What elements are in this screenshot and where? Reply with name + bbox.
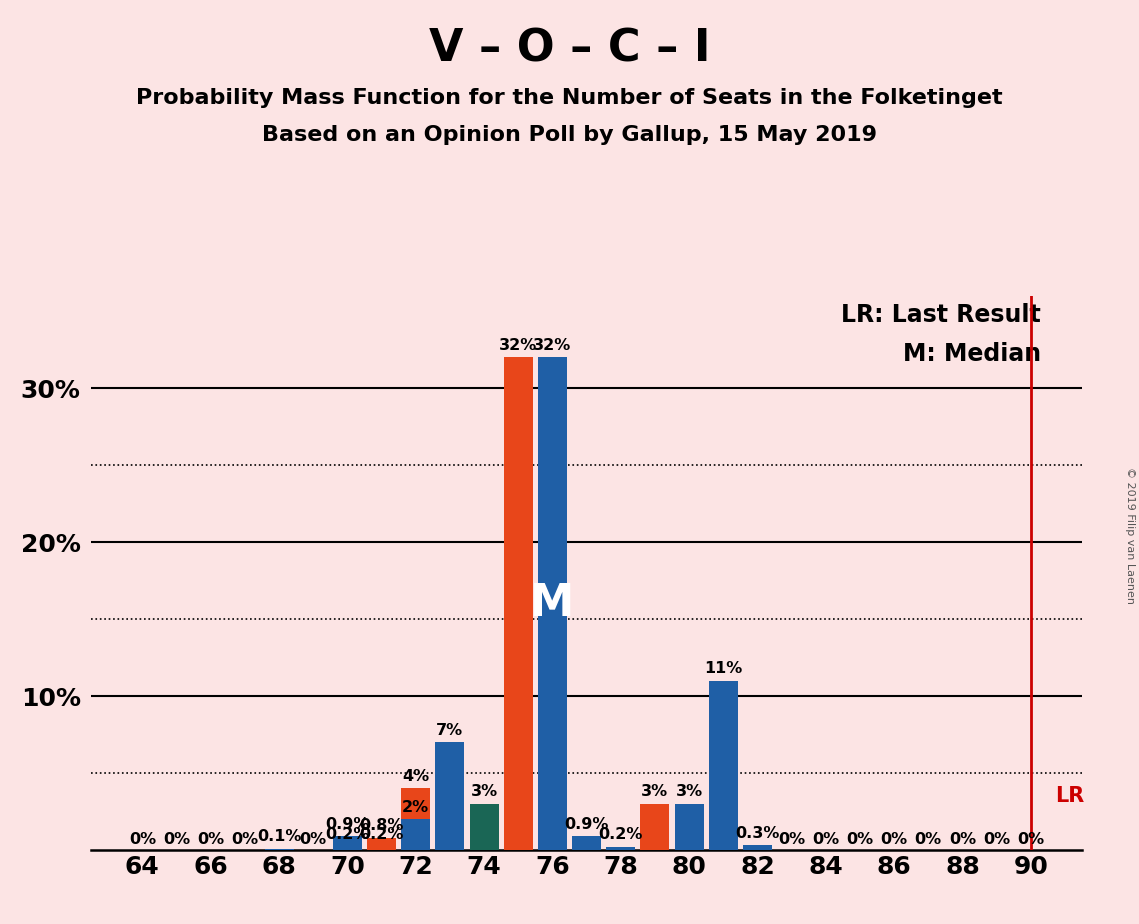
Text: © 2019 Filip van Laenen: © 2019 Filip van Laenen <box>1125 468 1134 604</box>
Bar <box>367 847 396 850</box>
Text: M: M <box>531 582 574 626</box>
Text: 0%: 0% <box>231 832 259 847</box>
Text: Based on an Opinion Poll by Gallup, 15 May 2019: Based on an Opinion Poll by Gallup, 15 M… <box>262 125 877 145</box>
Text: 0.2%: 0.2% <box>326 827 369 843</box>
Text: 2%: 2% <box>402 799 429 815</box>
Bar <box>469 804 499 850</box>
Text: 4%: 4% <box>402 769 429 784</box>
Bar <box>538 358 567 850</box>
Text: 0%: 0% <box>778 832 805 847</box>
Text: 32%: 32% <box>533 337 572 353</box>
Text: 0%: 0% <box>300 832 327 847</box>
Text: 0%: 0% <box>197 832 224 847</box>
Text: 3%: 3% <box>641 784 669 799</box>
Bar <box>708 681 738 850</box>
Text: 0%: 0% <box>163 832 190 847</box>
Text: 0.9%: 0.9% <box>326 817 369 832</box>
Text: 3%: 3% <box>675 784 703 799</box>
Text: 7%: 7% <box>436 723 464 737</box>
Text: 0.9%: 0.9% <box>565 817 608 832</box>
Text: 0%: 0% <box>129 832 156 847</box>
Bar <box>401 788 431 850</box>
Text: 0%: 0% <box>949 832 976 847</box>
Text: 0.3%: 0.3% <box>736 826 779 841</box>
Text: 0.2%: 0.2% <box>599 827 642 843</box>
Bar <box>367 838 396 850</box>
Text: Probability Mass Function for the Number of Seats in the Folketinget: Probability Mass Function for the Number… <box>137 88 1002 108</box>
Text: V – O – C – I: V – O – C – I <box>428 28 711 71</box>
Text: 0%: 0% <box>1017 832 1044 847</box>
Bar <box>674 804 704 850</box>
Text: 0.1%: 0.1% <box>257 829 301 844</box>
Bar <box>743 845 772 850</box>
Bar <box>640 804 670 850</box>
Bar <box>401 820 431 850</box>
Text: 0%: 0% <box>812 832 839 847</box>
Text: LR: LR <box>1055 786 1084 806</box>
Bar <box>606 847 636 850</box>
Text: 11%: 11% <box>704 661 743 676</box>
Text: 0%: 0% <box>915 832 942 847</box>
Bar <box>572 836 601 850</box>
Bar <box>333 847 362 850</box>
Text: LR: Last Result: LR: Last Result <box>842 303 1041 327</box>
Text: 0.8%: 0.8% <box>360 818 403 833</box>
Text: 3%: 3% <box>470 784 498 799</box>
Text: M: Median: M: Median <box>903 342 1041 366</box>
Bar <box>264 848 294 850</box>
Text: 0.2%: 0.2% <box>360 827 403 843</box>
Bar <box>503 358 533 850</box>
Text: 0%: 0% <box>880 832 908 847</box>
Bar <box>435 742 465 850</box>
Text: 0%: 0% <box>983 832 1010 847</box>
Text: 0%: 0% <box>846 832 874 847</box>
Text: 32%: 32% <box>499 337 538 353</box>
Bar <box>333 836 362 850</box>
